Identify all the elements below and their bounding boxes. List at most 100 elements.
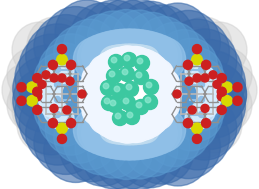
- Circle shape: [22, 42, 78, 98]
- Circle shape: [98, 47, 142, 91]
- Circle shape: [124, 55, 130, 61]
- Circle shape: [142, 108, 186, 152]
- Circle shape: [112, 115, 140, 143]
- Circle shape: [132, 46, 160, 74]
- Circle shape: [171, 67, 227, 123]
- Circle shape: [115, 116, 159, 160]
- Circle shape: [106, 46, 150, 90]
- Circle shape: [158, 107, 210, 159]
- Circle shape: [45, 34, 97, 86]
- Circle shape: [54, 26, 106, 78]
- Circle shape: [209, 71, 217, 79]
- Circle shape: [32, 63, 84, 115]
- Circle shape: [73, 37, 117, 81]
- Circle shape: [174, 58, 226, 110]
- Circle shape: [183, 63, 247, 126]
- Circle shape: [171, 48, 223, 100]
- Circle shape: [121, 53, 136, 67]
- Circle shape: [83, 0, 147, 64]
- Circle shape: [186, 87, 242, 143]
- Circle shape: [104, 98, 110, 104]
- Circle shape: [122, 69, 128, 75]
- Circle shape: [110, 117, 138, 145]
- Circle shape: [75, 84, 115, 124]
- Circle shape: [188, 106, 196, 114]
- Circle shape: [100, 49, 128, 77]
- Circle shape: [126, 84, 132, 90]
- Circle shape: [156, 115, 220, 179]
- Circle shape: [54, 81, 61, 88]
- Circle shape: [181, 32, 237, 88]
- Circle shape: [82, 97, 110, 125]
- Circle shape: [156, 57, 212, 113]
- Circle shape: [27, 96, 37, 106]
- Circle shape: [50, 59, 74, 83]
- Circle shape: [50, 104, 58, 112]
- Circle shape: [105, 29, 149, 73]
- Circle shape: [48, 119, 57, 128]
- Circle shape: [118, 124, 182, 188]
- Circle shape: [109, 54, 124, 70]
- Circle shape: [19, 91, 83, 155]
- Circle shape: [15, 45, 79, 109]
- Circle shape: [185, 59, 209, 83]
- Circle shape: [126, 12, 178, 64]
- Circle shape: [82, 33, 126, 77]
- Circle shape: [27, 80, 83, 136]
- Circle shape: [106, 99, 150, 143]
- Circle shape: [191, 100, 215, 124]
- Circle shape: [192, 134, 202, 143]
- Circle shape: [201, 104, 209, 112]
- Circle shape: [82, 83, 126, 127]
- Circle shape: [54, 67, 61, 73]
- Circle shape: [63, 106, 71, 114]
- Circle shape: [39, 94, 91, 146]
- Circle shape: [119, 67, 134, 81]
- Circle shape: [181, 74, 245, 138]
- Circle shape: [136, 52, 164, 80]
- Circle shape: [100, 116, 144, 160]
- Circle shape: [125, 114, 153, 142]
- Circle shape: [57, 134, 67, 143]
- Circle shape: [125, 45, 153, 73]
- Circle shape: [128, 116, 156, 144]
- Circle shape: [161, 82, 217, 138]
- Circle shape: [106, 126, 170, 189]
- Circle shape: [126, 125, 178, 177]
- Circle shape: [88, 11, 140, 63]
- Circle shape: [90, 106, 118, 134]
- Circle shape: [70, 96, 110, 136]
- Circle shape: [137, 58, 143, 64]
- Circle shape: [121, 44, 149, 72]
- Circle shape: [75, 64, 115, 104]
- Circle shape: [173, 96, 237, 160]
- Circle shape: [95, 0, 159, 63]
- Circle shape: [136, 109, 164, 137]
- Circle shape: [181, 42, 237, 98]
- Circle shape: [124, 81, 139, 97]
- Circle shape: [33, 105, 42, 115]
- Circle shape: [44, 119, 108, 182]
- Circle shape: [42, 82, 98, 138]
- Circle shape: [37, 52, 93, 108]
- Circle shape: [26, 24, 90, 88]
- Circle shape: [125, 116, 153, 144]
- Circle shape: [48, 60, 57, 69]
- Circle shape: [105, 116, 149, 160]
- Circle shape: [73, 108, 117, 152]
- Circle shape: [10, 67, 66, 123]
- Circle shape: [110, 29, 154, 73]
- Circle shape: [13, 57, 77, 121]
- Circle shape: [189, 57, 245, 113]
- Circle shape: [178, 40, 242, 104]
- Circle shape: [156, 72, 212, 128]
- Circle shape: [99, 115, 127, 143]
- Circle shape: [118, 1, 182, 65]
- Circle shape: [133, 70, 148, 84]
- Circle shape: [100, 128, 152, 180]
- Circle shape: [112, 46, 140, 74]
- Circle shape: [135, 73, 179, 116]
- Circle shape: [135, 73, 179, 116]
- Circle shape: [217, 105, 226, 115]
- Circle shape: [95, 115, 139, 159]
